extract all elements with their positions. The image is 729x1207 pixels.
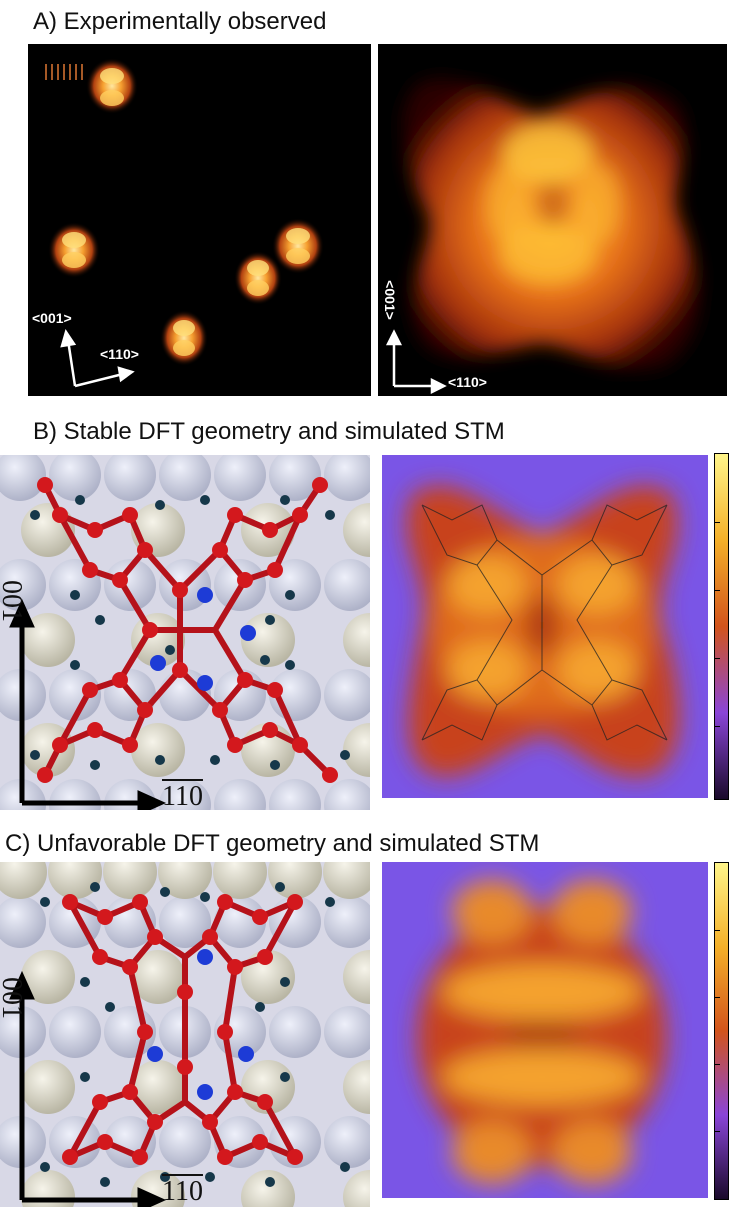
molecule-blob [234,251,282,305]
axis-label-001: 001 [0,580,27,622]
hydrogen-atoms [30,495,350,770]
colorbar-tick [715,930,720,931]
direction-label-110: <110> [448,374,487,390]
colorbar-tick [715,1064,720,1065]
axis-label-001: 001 [0,977,27,1019]
colorbar-tick [715,1131,720,1132]
colorbar-tick [715,997,720,998]
molecule-blob [160,310,208,366]
scan-streaks [45,64,83,80]
nitrogen-atoms [150,587,256,691]
molecule-wireframe [421,504,668,741]
panel-b-title: B) Stable DFT geometry and simulated STM [33,418,505,445]
direction-label-001: <001> [32,310,72,326]
colorbar-tick [715,726,720,727]
colorbar-tick [715,590,720,591]
panel-b-simulated-stm [382,455,708,798]
panel-c-title: C) Unfavorable DFT geometry and simulate… [5,830,540,857]
axis-arrows [9,970,167,1207]
axis-arrows [9,598,167,810]
panel-c-colorbar [714,862,729,1200]
direction-arrows [60,329,135,388]
hydrogen-atoms [40,882,350,1187]
colorbar-tick [715,658,720,659]
axis-label-110: 110 [162,1176,203,1207]
carbon-atoms [62,894,303,1165]
molecule-blob [272,218,324,274]
panel-b-dft-geometry: 001 110 [0,455,370,810]
panel-c-simulated-stm [382,862,708,1198]
panel-a-right-stm-image: <001> <110> [378,44,727,396]
direction-label-110: <110> [100,346,139,362]
panel-c-dft-geometry: 001 110 [0,862,370,1207]
axis-label-110: 110 [162,781,203,810]
direction-label-001-rotated: <001> [381,280,398,320]
molecule-blob [86,58,138,114]
molecule-blob [48,222,100,278]
panel-a-left-stm-image: <001> <110> [28,44,371,396]
panel-b-colorbar [714,453,729,800]
panel-a-title: A) Experimentally observed [33,8,327,35]
carbon-atoms [37,477,338,783]
nitrogen-atoms [147,949,254,1100]
direction-arrows [385,329,447,395]
colorbar-tick [715,522,720,523]
